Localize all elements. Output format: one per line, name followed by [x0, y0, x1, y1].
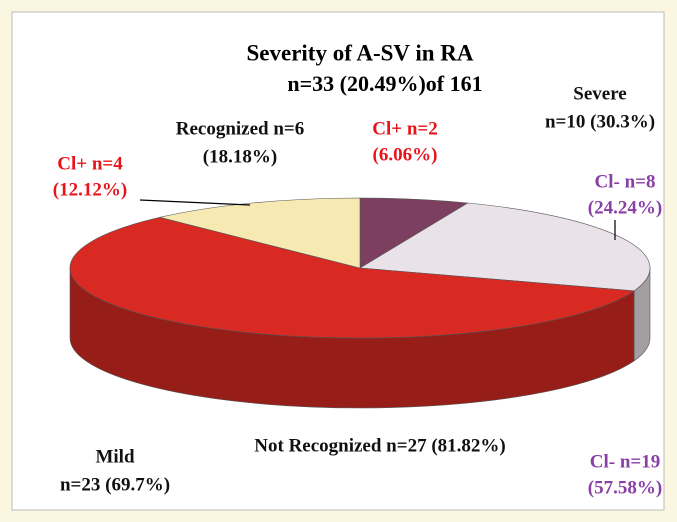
slice-value-label: (6.06%) [373, 144, 438, 165]
slice-label: Cl+ n=2 [372, 118, 437, 139]
pie-slice [359, 202, 651, 292]
slice-value-label: (24.24%) [588, 197, 662, 218]
annotation: Mild [95, 446, 134, 467]
pie-slice [69, 217, 635, 339]
slice-value-label: (57.58%) [588, 477, 662, 498]
slice-value-label: (12.12%) [53, 179, 127, 200]
annotation: Severe [573, 83, 626, 104]
slice-label: Cl- n=19 [590, 451, 660, 472]
annotation: Recognized n=6 [176, 118, 305, 139]
chart-title: Severity of A-SV in RA [246, 40, 473, 65]
annotation: n=23 (69.7%) [60, 474, 170, 495]
slice-label: Cl+ n=4 [57, 153, 123, 174]
pie-slice [159, 197, 361, 269]
annotation: n=10 (30.3%) [545, 111, 655, 132]
chart-subtitle: n=33 (20.49%)of 161 [287, 71, 482, 96]
annotation: Not Recognized n=27 (81.82%) [254, 435, 505, 456]
annotation: (18.18%) [203, 146, 277, 167]
leader-line [139, 199, 251, 206]
slice-label: Cl- n=8 [595, 171, 656, 192]
